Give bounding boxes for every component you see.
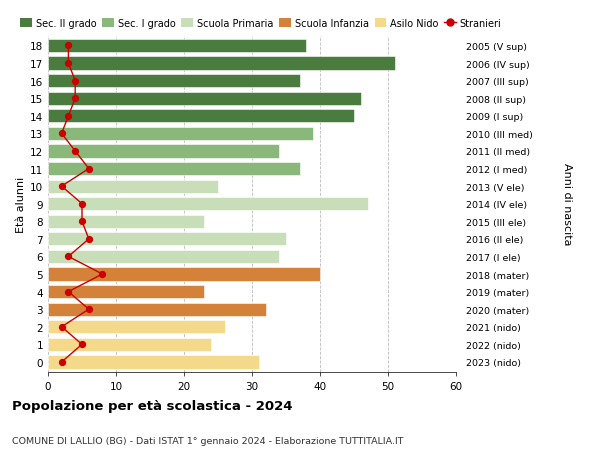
Bar	[48, 356, 259, 369]
Bar	[48, 40, 307, 53]
Point	[84, 166, 94, 173]
Point	[70, 148, 80, 155]
Point	[64, 253, 73, 261]
Y-axis label: Età alunni: Età alunni	[16, 176, 26, 232]
Point	[77, 218, 87, 225]
Point	[77, 341, 87, 348]
Point	[57, 183, 67, 190]
Bar	[48, 162, 299, 176]
Point	[64, 43, 73, 50]
Legend: Sec. II grado, Sec. I grado, Scuola Primaria, Scuola Infanzia, Asilo Nido, Stran: Sec. II grado, Sec. I grado, Scuola Prim…	[20, 18, 502, 28]
Text: Popolazione per età scolastica - 2024: Popolazione per età scolastica - 2024	[12, 399, 293, 412]
Point	[57, 358, 67, 366]
Bar	[48, 233, 286, 246]
Bar	[48, 338, 211, 351]
Bar	[48, 303, 266, 316]
Bar	[48, 75, 299, 88]
Bar	[48, 268, 320, 281]
Point	[70, 78, 80, 85]
Point	[64, 60, 73, 67]
Point	[57, 130, 67, 138]
Point	[84, 235, 94, 243]
Text: COMUNE DI LALLIO (BG) - Dati ISTAT 1° gennaio 2024 - Elaborazione TUTTITALIA.IT: COMUNE DI LALLIO (BG) - Dati ISTAT 1° ge…	[12, 436, 404, 445]
Bar	[48, 128, 313, 140]
Bar	[48, 250, 279, 263]
Bar	[48, 92, 361, 106]
Point	[84, 306, 94, 313]
Bar	[48, 320, 225, 334]
Point	[57, 324, 67, 331]
Bar	[48, 110, 354, 123]
Point	[70, 95, 80, 103]
Bar	[48, 198, 368, 211]
Bar	[48, 145, 279, 158]
Bar	[48, 215, 205, 229]
Bar	[48, 285, 205, 298]
Point	[64, 113, 73, 120]
Y-axis label: Anni di nascita: Anni di nascita	[562, 163, 572, 246]
Bar	[48, 180, 218, 193]
Point	[98, 271, 107, 278]
Point	[64, 288, 73, 296]
Bar	[48, 57, 395, 71]
Point	[77, 201, 87, 208]
